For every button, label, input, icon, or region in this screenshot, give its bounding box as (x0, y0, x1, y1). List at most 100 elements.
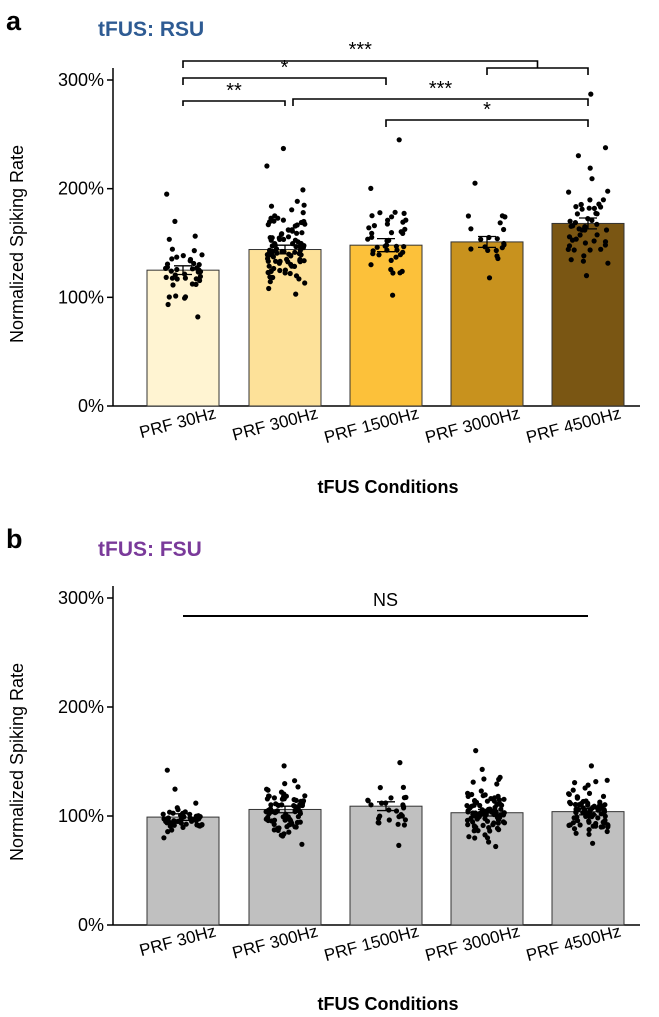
data-point (294, 819, 300, 826)
data-point (165, 301, 171, 308)
data-point (495, 820, 501, 826)
data-point (589, 217, 595, 223)
data-point (501, 796, 507, 802)
data-point (166, 294, 172, 300)
data-point (465, 213, 471, 219)
data-point (281, 793, 287, 800)
data-point (295, 814, 301, 820)
data-point (160, 811, 166, 817)
data-point (577, 232, 583, 238)
data-point (293, 244, 299, 250)
data-point (502, 214, 508, 220)
data-point (497, 220, 503, 226)
data-point (165, 815, 171, 821)
data-point (586, 790, 593, 797)
data-point (588, 763, 595, 769)
data-point (366, 225, 372, 231)
data-point (486, 839, 492, 845)
data-point (183, 821, 189, 827)
data-point (270, 248, 276, 254)
data-point (392, 209, 398, 215)
data-point (292, 778, 298, 784)
data-point (300, 187, 306, 193)
data-point (389, 214, 395, 220)
data-point (269, 818, 275, 824)
data-point (567, 822, 573, 828)
data-point (299, 230, 305, 236)
data-point (170, 810, 176, 816)
data-point (402, 226, 408, 232)
significance-bracket-group (486, 67, 589, 75)
data-point (175, 807, 181, 813)
data-point (192, 233, 198, 239)
data-point (580, 810, 586, 816)
significance-bracket (182, 100, 286, 106)
data-point (385, 217, 391, 223)
data-point (491, 820, 497, 826)
data-point (400, 802, 406, 808)
data-point (594, 232, 600, 238)
data-point (270, 274, 276, 281)
data-point (566, 234, 573, 240)
data-point (182, 295, 188, 301)
data-point (586, 205, 592, 211)
data-point (474, 816, 480, 822)
data-point (501, 226, 507, 233)
data-point (289, 228, 295, 234)
data-point (401, 795, 407, 801)
data-point (569, 237, 576, 243)
data-point (575, 818, 581, 824)
data-point (397, 252, 403, 258)
significance-bracket (182, 60, 539, 68)
data-point (468, 246, 474, 252)
data-point (295, 784, 301, 790)
data-point (478, 236, 484, 242)
data-point (266, 793, 272, 799)
data-point (388, 266, 394, 273)
data-point (292, 223, 298, 229)
data-point (375, 820, 381, 826)
data-point (586, 819, 592, 825)
bar-prf-30hz (146, 269, 220, 407)
data-point (482, 792, 488, 798)
x-tick-label: PRF 30Hz (137, 404, 218, 443)
data-point (161, 835, 167, 841)
data-point (475, 828, 481, 834)
data-point (273, 246, 280, 252)
data-point (598, 204, 604, 210)
data-point (568, 257, 574, 263)
data-point (180, 253, 186, 259)
data-point (472, 798, 478, 804)
data-point (473, 748, 479, 754)
x-tick-label: PRF 1500Hz (322, 922, 421, 966)
significance-label: * (281, 57, 289, 79)
data-point (165, 829, 171, 835)
data-point (272, 213, 278, 219)
y-tick-label: 200% (58, 697, 104, 717)
y-tick-label: 300% (58, 70, 104, 90)
data-point (571, 815, 577, 821)
data-point (300, 210, 306, 216)
data-point (470, 819, 476, 825)
data-point (195, 314, 201, 320)
data-point (278, 231, 284, 237)
data-point (264, 786, 270, 792)
data-point (166, 236, 172, 242)
data-point (275, 827, 281, 834)
data-point (193, 276, 199, 282)
data-point (293, 824, 299, 830)
data-point (265, 253, 271, 259)
data-point (495, 255, 501, 262)
data-point (386, 817, 392, 823)
data-point (197, 823, 203, 829)
data-point (169, 246, 175, 252)
data-point (295, 239, 301, 245)
data-point (604, 828, 610, 835)
data-point (470, 812, 476, 818)
data-point (482, 816, 488, 822)
data-point (390, 292, 396, 298)
x-tick-label: PRF 1500Hz (322, 404, 421, 448)
data-point (487, 828, 493, 834)
data-point (570, 787, 576, 793)
data-point (472, 180, 478, 186)
